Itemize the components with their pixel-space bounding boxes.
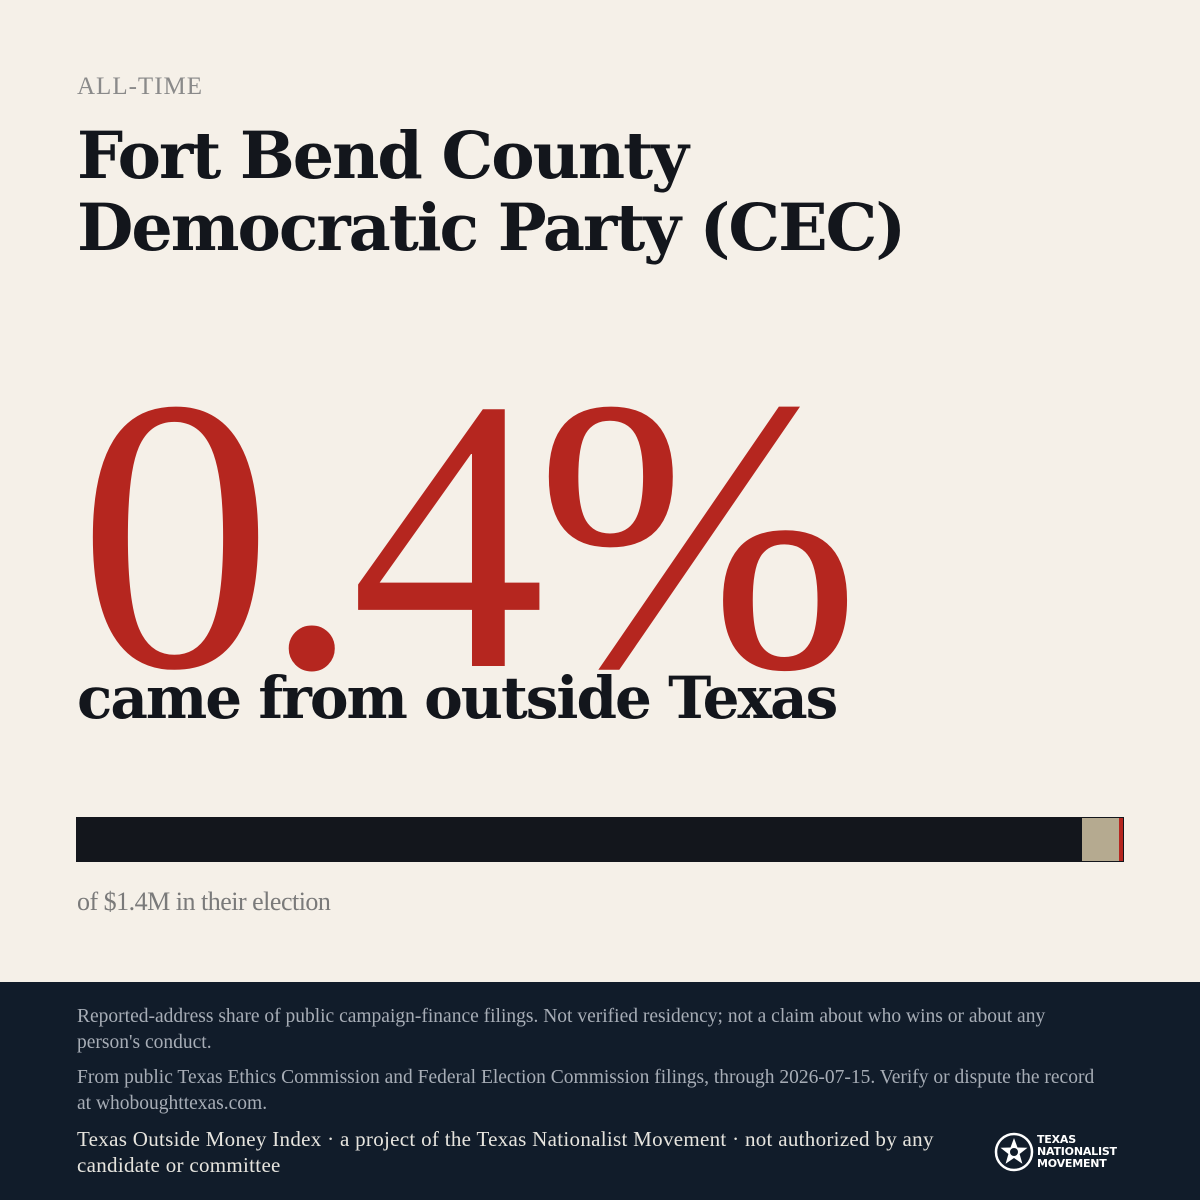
tnm-logo: TEXAS NATIONALIST MOVEMENT (994, 1131, 1124, 1173)
share-bar-unknown-segment (1082, 818, 1119, 861)
source-text: From public Texas Ethics Commission and … (77, 1067, 1095, 1114)
share-bar (76, 817, 1124, 862)
total-raised-caption: of $1.4M in their election (77, 887, 331, 916)
logo-line-1: TEXAS (1037, 1133, 1076, 1146)
outside-share-caption: came from outside Texas (77, 664, 838, 732)
share-bar-outside-segment (1119, 818, 1123, 861)
committee-title: Fort Bend County Democratic Party (CEC) (77, 118, 906, 266)
star-seal-icon (994, 1132, 1034, 1172)
outside-share-percent: 0.4% (78, 319, 860, 751)
logo-line-3: MOVEMENT (1037, 1157, 1107, 1170)
time-range-label: ALL-TIME (77, 73, 204, 100)
logo-line-2: NATIONALIST (1037, 1145, 1117, 1158)
card-main: ALL-TIME Fort Bend County Democratic Par… (76, 73, 1124, 916)
disclaimer-text: Reported-address share of public campaig… (77, 1006, 1046, 1053)
credit-text: Texas Outside Money Index · a project of… (77, 1127, 934, 1177)
logo-wordmark: TEXAS NATIONALIST MOVEMENT (1037, 1134, 1117, 1170)
